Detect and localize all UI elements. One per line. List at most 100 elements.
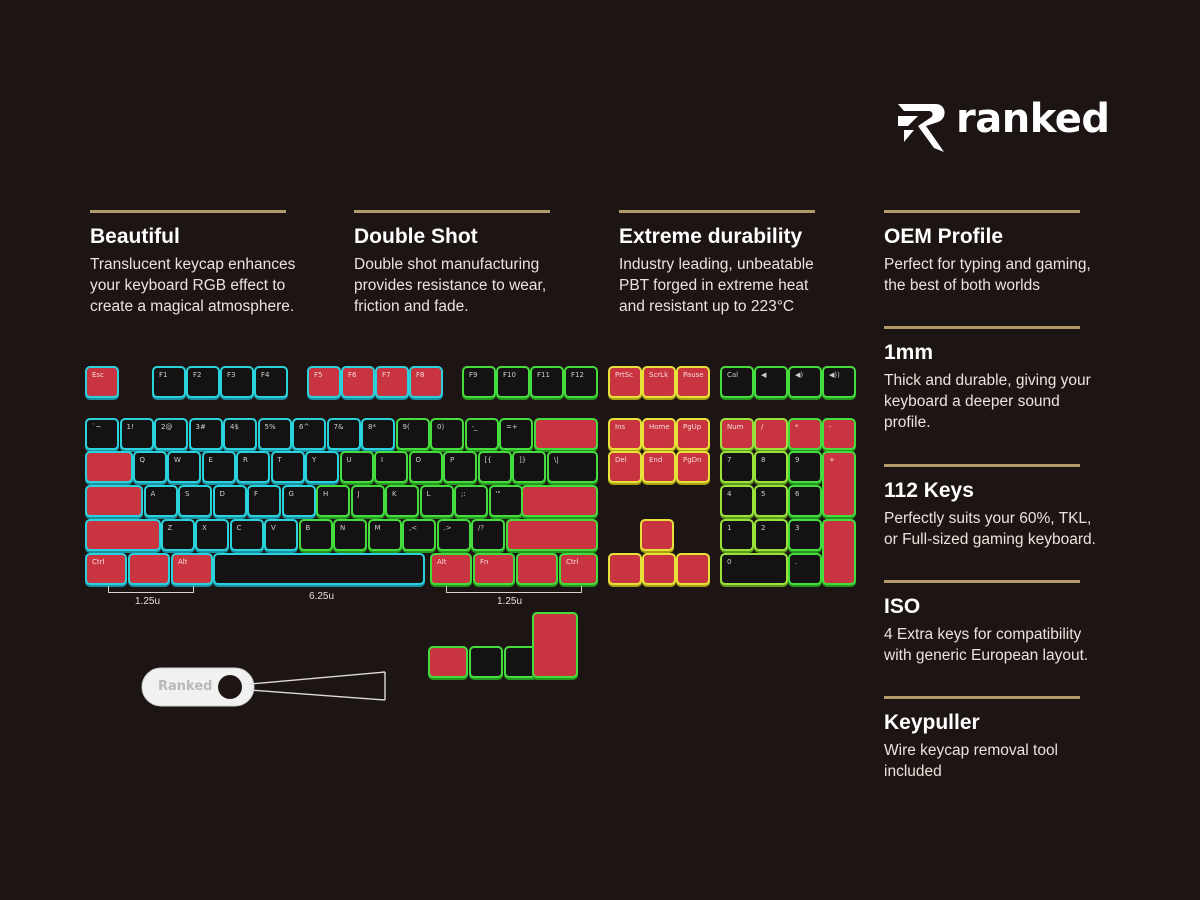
keycap-letter: Z (162, 521, 193, 549)
keycap-media: Cal (722, 368, 752, 396)
keycap-f8: F8 (411, 368, 441, 396)
ranked-logo: ranked (896, 96, 1110, 156)
keycap-iso-shift (430, 648, 466, 676)
keycap-iso-enter (534, 614, 576, 676)
keycap-letter: W (169, 453, 199, 481)
keycap-letter: ;: (456, 487, 486, 515)
keycap-letter: G (283, 487, 314, 515)
keycap-letter: O (410, 453, 441, 481)
dimension-label: 6.25u (309, 591, 335, 602)
ranked-logo-icon (898, 104, 945, 152)
keycap-letter: F (249, 487, 279, 515)
feature-desc: Double shot manufacturing provides resist… (354, 256, 547, 315)
keycap-number-row: 0) (432, 420, 462, 448)
keycap-nav: PgDn (678, 453, 708, 481)
keycap-letter: R (238, 453, 268, 481)
keycap-letter: Q (134, 453, 165, 481)
feature-beautiful: Beautiful Translucent keycap enhances you… (90, 210, 320, 317)
feature-keypuller: Keypuller Wire keycap removal tool includ… (884, 696, 1114, 782)
keycap-letter: ]} (514, 453, 544, 481)
keycap-number-row: 4$ (225, 420, 255, 448)
keycap-f6: F6 (343, 368, 373, 396)
dimension-label: 1.25u (497, 596, 523, 607)
keycap-letter: E (203, 453, 234, 481)
keycap-alt: Alt (432, 555, 470, 583)
keycap-media: ◀)) (824, 368, 854, 396)
keycap-letter: X (197, 521, 227, 549)
divider (884, 580, 1080, 583)
keycap-iso-backslash (471, 648, 501, 676)
keycap-letter: S (180, 487, 210, 515)
keycap-nav: Ins (610, 420, 640, 448)
keycap-sys: ScrLk (644, 368, 674, 396)
keycap-alt: Alt (173, 555, 211, 583)
feature-extreme-durability: Extreme durability Industry leading, unb… (619, 210, 849, 317)
dimension-bracket (446, 586, 582, 593)
keycap-number-row: 6^ (294, 420, 324, 448)
keycap-letter: A (145, 487, 176, 515)
keycap-numlock: Num (722, 420, 752, 448)
keycap-numpad-8: 8 (756, 453, 786, 481)
keycap-numpad-0: 0 (722, 555, 786, 583)
keycap-iso-hash (506, 648, 536, 676)
divider (884, 696, 1080, 699)
keycap-number-row: 1! (121, 420, 152, 448)
keycap-numpad-3: 3 (790, 521, 820, 549)
keycap-number-row: `~ (87, 420, 117, 448)
keycap-number-row: -_ (466, 420, 497, 448)
keycap-enter (523, 487, 596, 515)
keycap-f1: F1 (154, 368, 184, 396)
feature-title: 1mm (884, 341, 934, 364)
feature-title: Beautiful (90, 225, 180, 248)
keycap-numpad-dot: . (790, 555, 820, 583)
keycap-letter: K (387, 487, 417, 515)
keycap-ctrl: Ctrl (87, 555, 125, 583)
feature-iso: ISO 4 Extra keys for compatibility with g… (884, 580, 1114, 666)
keycap-sys: PrtSc (610, 368, 640, 396)
keycap-number-row: 7& (328, 420, 359, 448)
keycap-numpad: / (756, 420, 786, 448)
keycap-f2: F2 (188, 368, 218, 396)
keycap-media: ◀ (756, 368, 786, 396)
keycap-letter: H (318, 487, 348, 515)
keycap-numpad-4: 4 (722, 487, 752, 515)
keycap-letter: U (341, 453, 372, 481)
keycap-f3: F3 (222, 368, 252, 396)
keycap-letter: P (445, 453, 475, 481)
feature-desc: 4 Extra keys for compatibility with gener… (884, 626, 1089, 664)
keycap-rshift (508, 521, 596, 549)
keycap-number-row: 8* (363, 420, 393, 448)
keycap-letter: J (352, 487, 383, 515)
feature-1mm: 1mm Thick and durable, giving your keyboa… (884, 326, 1114, 433)
keycap-letter: Y (307, 453, 337, 481)
keycap-nav: Del (610, 453, 640, 481)
divider (90, 210, 286, 213)
keycap-numpad-6: 6 (790, 487, 820, 515)
keycap-numpad-plus: + (824, 453, 854, 515)
feature-desc: Industry leading, unbeatable PBT forged i… (619, 256, 814, 315)
keycap-arrow (610, 555, 640, 583)
keycap-numpad-enter (824, 521, 854, 583)
keycap-numpad-2: 2 (756, 521, 786, 549)
keycap-number-row: 9( (397, 420, 428, 448)
divider (884, 210, 1080, 213)
keycap-f7: F7 (377, 368, 407, 396)
keycap-menu (518, 555, 556, 583)
keycap-backspace (536, 420, 596, 448)
keycap-numpad: - (824, 420, 854, 448)
keycap-f10: F10 (498, 368, 528, 396)
keycap-letter: B (300, 521, 331, 549)
keypuller-tool: Ranked (140, 662, 390, 712)
keycap-numpad-5: 5 (756, 487, 786, 515)
dimension-label: 1.25u (135, 596, 161, 607)
divider (354, 210, 550, 213)
keycap-arrow (678, 555, 708, 583)
feature-desc: Thick and durable, giving your keyboard a… (884, 372, 1091, 431)
keypuller-label: Ranked (158, 679, 213, 694)
brand-name: ranked (956, 96, 1110, 142)
keycap-letter: /? (473, 521, 503, 549)
keycap-win (130, 555, 168, 583)
keycap-f4: F4 (256, 368, 286, 396)
keycap-numpad: * (790, 420, 820, 448)
